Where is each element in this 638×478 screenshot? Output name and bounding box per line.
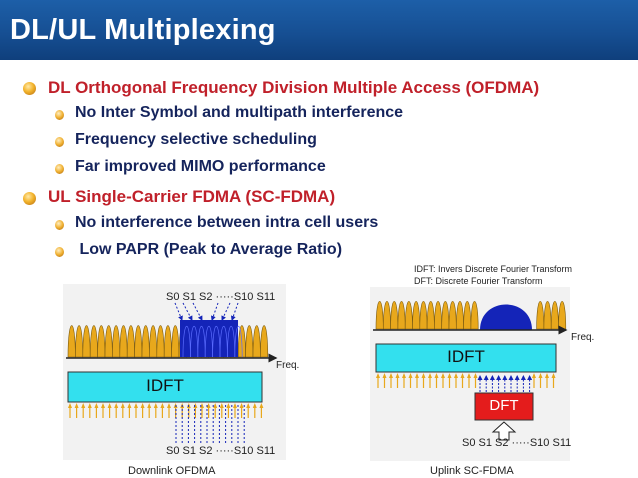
dl-subcarrier: [260, 325, 269, 358]
dl-top-symbols: S0 S1 S2 ·····S10 S11: [166, 291, 276, 303]
dl-user-subcarrier: [204, 325, 213, 358]
dl-bottom-symbols: S0 S1 S2 ·····S10 S11: [166, 445, 276, 457]
dl-caption: Downlink OFDMA: [128, 465, 216, 477]
dl-user-lines: [182, 325, 243, 358]
bullet-icon: [23, 192, 36, 205]
title-bar: DL/UL Multiplexing: [0, 0, 638, 60]
dl-idft-label: IDFT: [146, 376, 184, 395]
slide-title: DL/UL Multiplexing: [10, 14, 276, 46]
ul-input-arrow: [491, 421, 517, 441]
ul-dft-block: [474, 392, 534, 421]
ul-subcarriers: [375, 300, 567, 330]
dl-idft-block: [67, 371, 263, 403]
dl-user-block: [180, 320, 238, 357]
bullet-dl-ofdma: DL Orthogonal Frequency Division Multipl…: [48, 78, 540, 97]
note-idft: IDFT: Invers Discrete Fourier Transform: [414, 264, 573, 274]
dl-user-subcarrier: [234, 325, 243, 358]
ul-caption: Uplink SC-FDMA: [430, 465, 514, 477]
uplink-figure: [370, 287, 570, 461]
bullet-no-intra-interference: No interference between intra cell users: [75, 214, 379, 231]
bullet-no-isi: No Inter Symbol and multipath interferen…: [75, 104, 404, 121]
bullet-mimo: Far improved MIMO performance: [75, 158, 326, 175]
ul-idft-output-arrows: [376, 373, 556, 388]
sub-bullet-icon: [55, 247, 64, 257]
dl-symbol-arrow: [182, 302, 193, 321]
sub-bullet-icon: [55, 110, 64, 120]
ul-symbols: S0 S1 S2 ·····S10 S11: [462, 437, 572, 449]
sub-bullet-icon: [55, 137, 64, 147]
dl-user-subcarrier: [197, 325, 206, 358]
bullet-low-papr: Low PAPR (Peak to Average Ratio): [75, 241, 343, 258]
downlink-figure: [63, 284, 286, 460]
bullet-ul-scfdma: UL Single-Carrier FDMA (SC-FDMA): [48, 187, 336, 206]
dl-symbol-arrow: [210, 302, 219, 321]
ul-idft-block: [375, 343, 557, 373]
sub-bullet-icon: [55, 164, 64, 174]
ul-single-carrier: [480, 304, 532, 330]
sub-bullet-icon: [55, 220, 64, 230]
dl-user-subcarrier: [219, 325, 228, 358]
dl-user-subcarrier: [227, 325, 236, 358]
dl-input-arrows: [68, 403, 264, 418]
ul-idft-label: IDFT: [447, 347, 485, 366]
ul-dft-output-arrows: [477, 375, 533, 392]
ul-dft-label: DFT: [489, 397, 519, 414]
ul-subcarrier: [470, 300, 479, 330]
ul-freq-label: Freq.: [571, 332, 595, 343]
dl-symbol-arrow: [192, 302, 203, 321]
dl-symbol-arrow: [174, 302, 183, 321]
bullet-icon: [23, 82, 36, 95]
dl-symbol-arrow: [230, 302, 239, 321]
dl-user-subcarrier: [182, 325, 191, 358]
dl-user-subcarrier: [212, 325, 221, 358]
dl-user-subcarrier: [190, 325, 199, 358]
bullet-freq-sched: Frequency selective scheduling: [75, 131, 317, 148]
dl-symbol-arrow: [221, 302, 231, 321]
dl-freq-label: Freq.: [276, 360, 300, 371]
note-dft: DFT: Discrete Fourier Transform: [414, 276, 543, 286]
dl-symbol-arrows-top: [174, 302, 239, 321]
